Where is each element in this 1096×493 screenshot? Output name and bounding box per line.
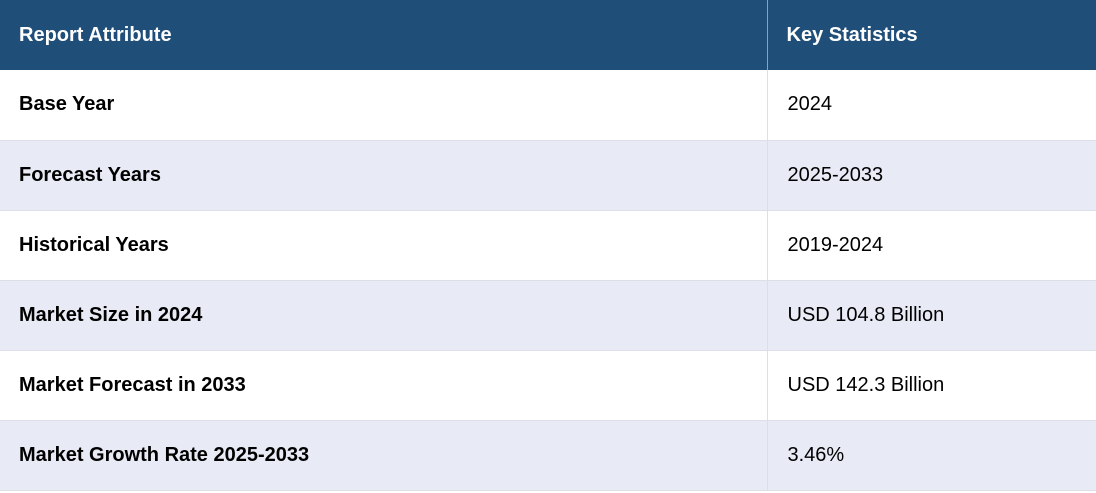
table-row: Forecast Years 2025-2033 [0, 140, 1096, 211]
attribute-cell: Market Size in 2024 [0, 280, 767, 351]
value-cell: 3.46% [766, 420, 1096, 491]
attribute-cell: Market Forecast in 2033 [0, 350, 767, 421]
table-header-row: Report Attribute Key Statistics [0, 0, 1096, 70]
attribute-cell: Base Year [0, 70, 767, 141]
attribute-cell: Forecast Years [0, 140, 767, 211]
header-key-statistics: Key Statistics [766, 0, 1096, 70]
table-row: Market Growth Rate 2025-2033 3.46% [0, 420, 1096, 491]
table-row: Base Year 2024 [0, 70, 1096, 141]
attribute-cell: Historical Years [0, 210, 767, 281]
value-cell: 2019-2024 [766, 210, 1096, 281]
table-row: Market Forecast in 2033 USD 142.3 Billio… [0, 350, 1096, 421]
attribute-cell: Market Growth Rate 2025-2033 [0, 420, 767, 491]
value-cell: USD 104.8 Billion [766, 280, 1096, 351]
table-row: Market Size in 2024 USD 104.8 Billion [0, 280, 1096, 351]
value-cell: 2025-2033 [766, 140, 1096, 211]
table-row: Historical Years 2019-2024 [0, 210, 1096, 281]
value-cell: 2024 [766, 70, 1096, 141]
value-cell: USD 142.3 Billion [766, 350, 1096, 421]
header-report-attribute: Report Attribute [0, 0, 767, 70]
